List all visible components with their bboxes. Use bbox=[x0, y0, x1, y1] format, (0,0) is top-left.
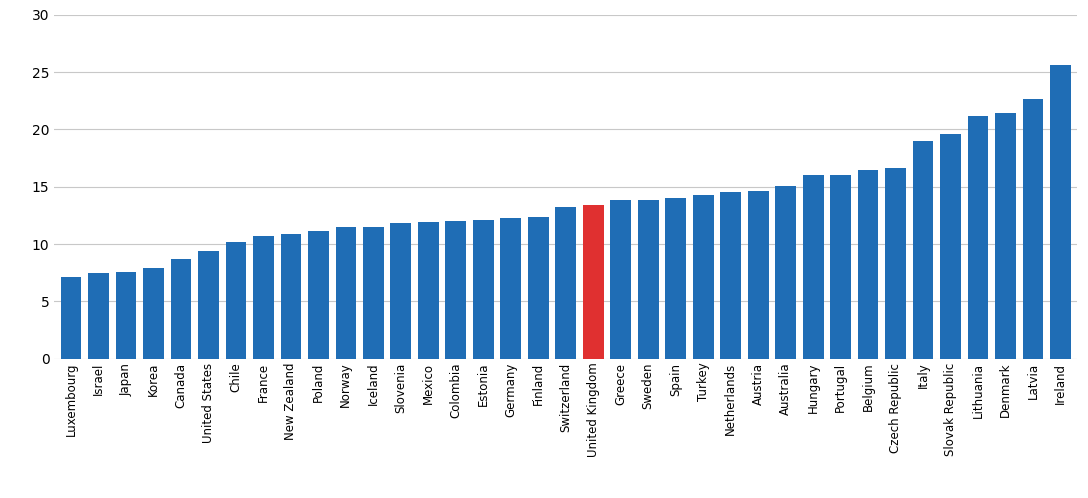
Bar bbox=[88, 273, 109, 359]
Bar bbox=[363, 227, 384, 359]
Bar bbox=[61, 277, 82, 359]
Bar bbox=[500, 218, 521, 359]
Bar bbox=[857, 169, 878, 359]
Bar bbox=[391, 224, 411, 359]
Bar bbox=[556, 207, 576, 359]
Bar bbox=[830, 175, 851, 359]
Bar bbox=[225, 242, 246, 359]
Bar bbox=[198, 251, 219, 359]
Bar bbox=[693, 195, 714, 359]
Bar bbox=[583, 205, 604, 359]
Bar bbox=[115, 271, 136, 359]
Bar bbox=[335, 227, 356, 359]
Bar bbox=[308, 232, 329, 359]
Bar bbox=[610, 201, 631, 359]
Bar bbox=[254, 236, 274, 359]
Bar bbox=[776, 186, 796, 359]
Bar bbox=[638, 201, 658, 359]
Bar bbox=[803, 175, 824, 359]
Bar bbox=[143, 268, 163, 359]
Bar bbox=[913, 141, 934, 359]
Bar bbox=[418, 222, 438, 359]
Bar bbox=[1023, 99, 1043, 359]
Bar bbox=[528, 217, 548, 359]
Bar bbox=[940, 134, 961, 359]
Bar bbox=[996, 114, 1016, 359]
Bar bbox=[171, 259, 191, 359]
Bar bbox=[473, 220, 494, 359]
Bar bbox=[968, 116, 989, 359]
Bar bbox=[886, 168, 906, 359]
Bar bbox=[720, 192, 741, 359]
Bar bbox=[666, 198, 687, 359]
Bar bbox=[281, 234, 301, 359]
Bar bbox=[1050, 65, 1071, 359]
Bar bbox=[445, 221, 466, 359]
Bar bbox=[747, 191, 768, 359]
